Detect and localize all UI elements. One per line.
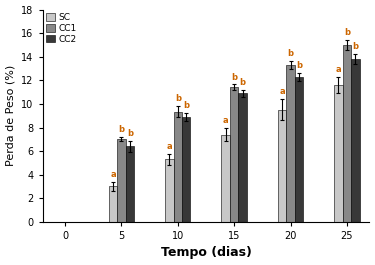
Bar (126, 146, 134, 222)
Text: b: b (127, 129, 133, 138)
Bar (343, 45, 351, 222)
Bar (117, 139, 126, 222)
Bar (109, 187, 117, 222)
Text: b: b (240, 78, 246, 87)
X-axis label: Tempo (dias): Tempo (dias) (160, 246, 251, 259)
Text: a: a (110, 170, 116, 179)
Y-axis label: Perda de Peso (%): Perda de Peso (%) (6, 65, 15, 166)
Legend: SC, CC1, CC2: SC, CC1, CC2 (44, 11, 79, 46)
Text: a: a (279, 87, 285, 96)
Bar (165, 159, 174, 222)
Text: b: b (118, 125, 124, 134)
Text: b: b (352, 42, 358, 51)
Text: b: b (296, 61, 302, 70)
Bar (295, 77, 303, 222)
Bar (278, 110, 286, 222)
Bar (222, 135, 230, 222)
Text: b: b (288, 49, 294, 58)
Text: a: a (166, 142, 172, 151)
Bar (351, 59, 360, 222)
Text: a: a (223, 116, 228, 125)
Bar (334, 85, 343, 222)
Text: b: b (231, 73, 237, 82)
Text: b: b (183, 101, 189, 110)
Text: b: b (175, 94, 181, 103)
Text: a: a (336, 65, 341, 74)
Bar (286, 65, 295, 222)
Bar (174, 112, 182, 222)
Bar (182, 117, 190, 222)
Bar (230, 87, 238, 222)
Bar (238, 93, 247, 222)
Text: b: b (344, 28, 350, 37)
